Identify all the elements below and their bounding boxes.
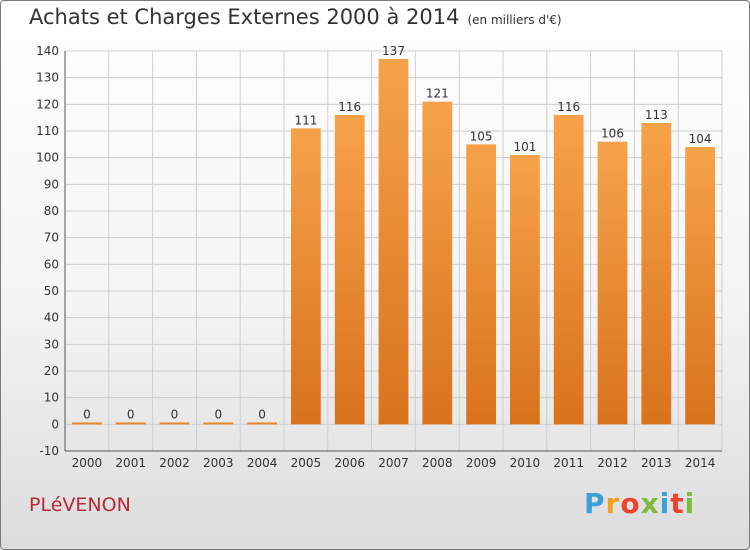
bar xyxy=(553,115,584,425)
bar-value-label: 0 xyxy=(127,407,135,421)
x-tick-label: 2000 xyxy=(72,456,103,470)
bar-value-label: 104 xyxy=(689,132,712,146)
bar-value-label: 111 xyxy=(294,113,317,127)
x-tick-label: 2010 xyxy=(510,456,541,470)
y-tick-label: 40 xyxy=(44,311,59,325)
x-tick-label: 2008 xyxy=(422,456,453,470)
bar-value-label: 0 xyxy=(83,407,91,421)
y-tick-label: 120 xyxy=(36,97,59,111)
bar xyxy=(597,141,628,425)
x-tick-label: 2011 xyxy=(553,456,584,470)
bar xyxy=(466,144,496,425)
bar-value-label: 101 xyxy=(513,140,536,154)
bar-value-label: 0 xyxy=(258,407,266,421)
bar xyxy=(510,155,540,425)
bar-value-label: 137 xyxy=(382,44,405,58)
x-tick-label: 2013 xyxy=(641,456,672,470)
bar-value-label: 106 xyxy=(601,127,624,141)
y-tick-label: 90 xyxy=(44,177,59,191)
bar xyxy=(291,128,321,425)
bar-value-label: 0 xyxy=(171,407,179,421)
bar xyxy=(115,422,146,425)
x-tick-label: 2014 xyxy=(685,456,716,470)
y-tick-label: 30 xyxy=(44,337,59,351)
y-tick-label: 100 xyxy=(36,151,59,165)
bar-value-label: 121 xyxy=(426,87,449,101)
bar xyxy=(247,422,277,425)
y-tick-label: 110 xyxy=(36,124,59,138)
bar xyxy=(378,59,409,425)
y-tick-label: 80 xyxy=(44,204,59,218)
y-tick-label: 50 xyxy=(44,284,59,298)
logo-letter: t xyxy=(670,487,685,520)
logo-letter: i xyxy=(659,487,671,520)
x-tick-label: 2004 xyxy=(247,456,278,470)
bar xyxy=(422,101,453,425)
y-tick-label: 140 xyxy=(36,44,59,58)
bar-value-label: 116 xyxy=(338,100,361,114)
y-tick-label: -10 xyxy=(39,444,59,458)
bar-value-label: 0 xyxy=(214,407,222,421)
x-tick-label: 2005 xyxy=(291,456,322,470)
x-tick-label: 2003 xyxy=(203,456,234,470)
chart-title: Achats et Charges Externes 2000 à 2014 (e… xyxy=(29,5,562,29)
chart-unit: (en milliers d'€) xyxy=(467,13,562,27)
x-tick-label: 2006 xyxy=(334,456,365,470)
y-tick-label: 20 xyxy=(44,364,59,378)
x-tick-label: 2007 xyxy=(378,456,409,470)
y-tick-label: 70 xyxy=(44,231,59,245)
y-tick-label: 0 xyxy=(51,417,59,431)
proxiti-logo: Proxiti xyxy=(584,487,695,520)
bar-value-label: 105 xyxy=(470,129,493,143)
x-tick-label: 2002 xyxy=(159,456,190,470)
x-tick-label: 2012 xyxy=(597,456,628,470)
logo-letter: r xyxy=(605,487,621,520)
logo-letter: P xyxy=(584,487,606,520)
bar xyxy=(72,422,102,425)
logo-letter: i xyxy=(684,487,696,520)
y-tick-label: 10 xyxy=(44,391,59,405)
bar xyxy=(334,115,365,425)
bar xyxy=(685,147,715,425)
bar xyxy=(641,123,672,425)
chart-title-text: Achats et Charges Externes 2000 à 2014 xyxy=(29,5,460,29)
bar xyxy=(203,422,234,425)
bar-value-label: 113 xyxy=(645,108,668,122)
logo-letter: o xyxy=(620,487,641,520)
y-tick-label: 130 xyxy=(36,71,59,85)
bar-value-label: 116 xyxy=(557,100,580,114)
x-tick-label: 2001 xyxy=(115,456,146,470)
y-tick-label: 60 xyxy=(44,257,59,271)
commune-name: PLéVENON xyxy=(29,494,131,516)
x-tick-label: 2009 xyxy=(466,456,497,470)
logo-letter: x xyxy=(640,487,660,520)
bar xyxy=(159,422,190,425)
